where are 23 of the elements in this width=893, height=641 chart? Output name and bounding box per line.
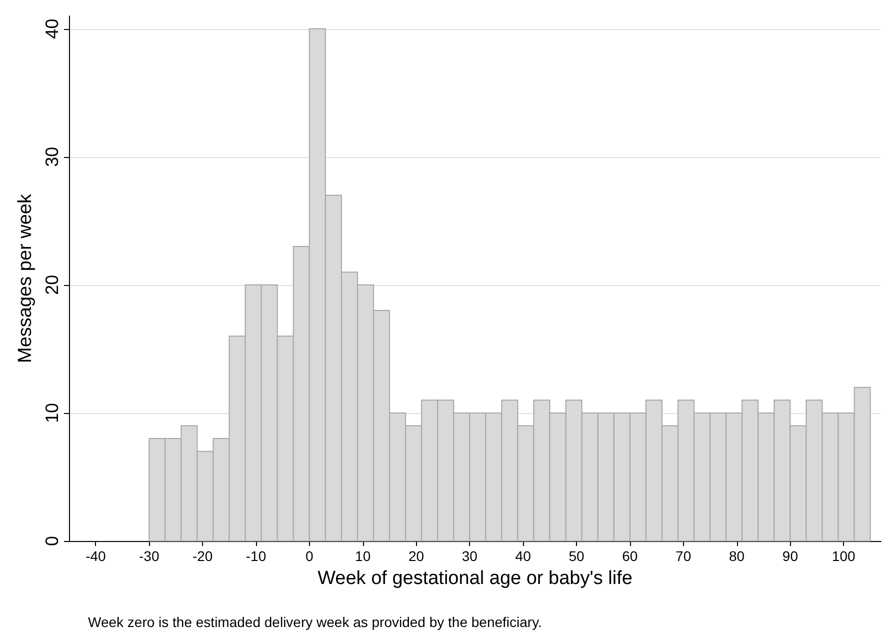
x-axis-title: Week of gestational age or baby's life bbox=[318, 568, 632, 589]
x-tick-label: -20 bbox=[192, 548, 213, 564]
y-tick-label: 0 bbox=[42, 536, 62, 546]
x-tick-label: 100 bbox=[832, 548, 856, 564]
x-tick-label: 40 bbox=[515, 548, 532, 564]
x-tick-label: 90 bbox=[782, 548, 798, 564]
x-tick-label: -10 bbox=[246, 548, 266, 564]
y-axis-title: Messages per week bbox=[15, 194, 36, 363]
y-tick-label: 20 bbox=[42, 274, 62, 295]
x-tick-label: 50 bbox=[568, 548, 584, 564]
x-tick-label: 70 bbox=[676, 548, 692, 564]
x-tick-label: 80 bbox=[728, 548, 745, 564]
x-tick-label: 10 bbox=[355, 548, 371, 564]
y-tick-label: 30 bbox=[42, 146, 62, 167]
x-tick-label: 0 bbox=[305, 548, 314, 564]
x-tick-label: -30 bbox=[139, 548, 160, 564]
x-tick-label: -40 bbox=[86, 548, 106, 564]
y-tick-label: 10 bbox=[42, 402, 62, 423]
x-tick-label: 30 bbox=[462, 548, 478, 564]
x-tick-label: 20 bbox=[408, 548, 424, 564]
text: Week zero is the estimaded delivery week as provided by the beneficiary. bbox=[88, 614, 542, 630]
x-tick-label: 60 bbox=[622, 548, 638, 564]
y-tick-label: 40 bbox=[42, 18, 62, 39]
